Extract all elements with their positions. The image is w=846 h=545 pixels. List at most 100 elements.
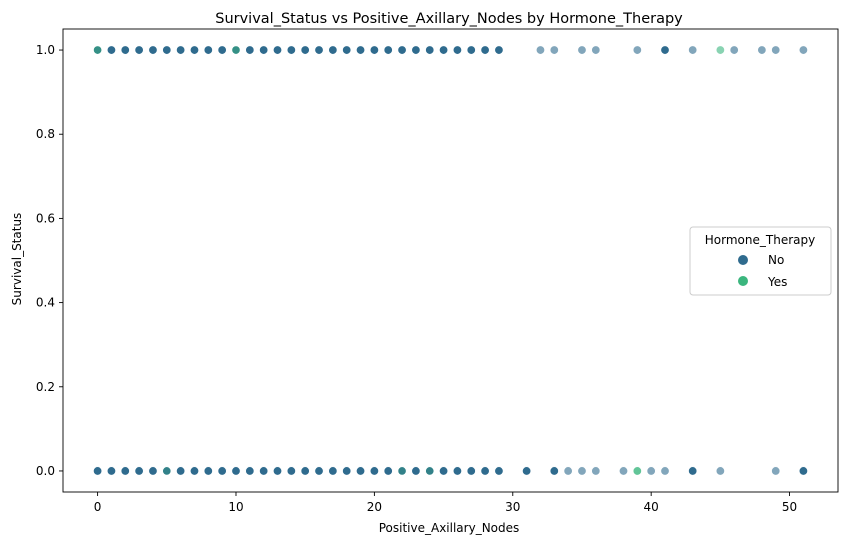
y-tick-label: 0.2 — [36, 380, 55, 394]
data-point-no — [93, 466, 103, 476]
data-point-no — [466, 466, 476, 476]
data-point-no — [106, 45, 116, 55]
data-point-no — [688, 466, 698, 476]
data-point-no — [591, 45, 601, 55]
data-point-no — [314, 466, 324, 476]
data-point-no — [798, 45, 808, 55]
data-point-no — [148, 466, 158, 476]
data-point-no — [189, 466, 199, 476]
data-point-no — [646, 466, 656, 476]
data-point-no — [729, 45, 739, 55]
data-point-no — [757, 45, 767, 55]
y-axis: 0.0 0.2 0.4 0.6 0.8 1.0 — [36, 43, 63, 478]
data-point-no — [383, 45, 393, 55]
data-point-no — [411, 45, 421, 55]
data-point-no — [494, 45, 504, 55]
data-point-no — [273, 466, 283, 476]
data-point-no — [286, 45, 296, 55]
data-point-yes — [162, 466, 172, 476]
x-tick-label: 20 — [367, 500, 382, 514]
data-point-no — [480, 45, 490, 55]
x-tick-label: 30 — [505, 500, 520, 514]
data-point-no — [259, 466, 269, 476]
data-point-no — [591, 466, 601, 476]
legend-title: Hormone_Therapy — [705, 233, 815, 247]
data-point-no — [618, 466, 628, 476]
data-point-no — [286, 466, 296, 476]
legend-marker-yes — [738, 276, 748, 286]
legend-label-yes: Yes — [767, 275, 787, 289]
data-point-no — [328, 45, 338, 55]
data-point-no — [189, 45, 199, 55]
data-point-no — [660, 45, 670, 55]
x-tick-label: 50 — [782, 500, 797, 514]
y-tick-label: 0.4 — [36, 296, 55, 310]
data-point-no — [162, 45, 172, 55]
data-point-no — [176, 466, 186, 476]
data-point-no — [342, 466, 352, 476]
data-point-no — [231, 466, 241, 476]
data-point-no — [134, 45, 144, 55]
data-point-no — [120, 45, 130, 55]
x-tick-label: 40 — [644, 500, 659, 514]
data-point-no — [148, 45, 158, 55]
data-point-no — [411, 466, 421, 476]
legend: Hormone_Therapy No Yes — [689, 226, 832, 296]
data-point-no — [535, 45, 545, 55]
data-point-no — [383, 466, 393, 476]
y-tick-label: 0.6 — [36, 211, 55, 225]
data-point-no — [342, 45, 352, 55]
legend-label-no: No — [768, 253, 784, 267]
data-point-no — [356, 466, 366, 476]
data-point-no — [134, 466, 144, 476]
x-tick-label: 0 — [94, 500, 102, 514]
data-point-no — [439, 45, 449, 55]
data-point-no — [452, 45, 462, 55]
data-point-no — [106, 466, 116, 476]
data-point-no — [120, 466, 130, 476]
data-point-no — [771, 45, 781, 55]
data-point-no — [356, 45, 366, 55]
y-tick-label: 0.8 — [36, 127, 55, 141]
data-point-no — [549, 466, 559, 476]
x-axis: 0 10 20 30 40 50 — [94, 492, 797, 514]
data-point-no — [480, 466, 490, 476]
data-points — [93, 45, 808, 476]
data-point-no — [369, 466, 379, 476]
data-point-no — [217, 466, 227, 476]
data-point-no — [577, 466, 587, 476]
data-point-yes — [425, 466, 435, 476]
data-point-no — [466, 45, 476, 55]
data-point-no — [273, 45, 283, 55]
data-point-no — [563, 466, 573, 476]
data-point-yes — [397, 466, 407, 476]
data-point-no — [217, 45, 227, 55]
data-point-no — [314, 45, 324, 55]
data-point-yes — [231, 45, 241, 55]
data-point-no — [549, 45, 559, 55]
data-point-no — [245, 466, 255, 476]
y-tick-label: 0.0 — [36, 464, 55, 478]
legend-marker-no — [738, 255, 748, 265]
data-point-no — [300, 466, 310, 476]
y-axis-label: Survival_Status — [10, 213, 24, 306]
data-point-no — [715, 466, 725, 476]
y-tick-label: 1.0 — [36, 43, 55, 57]
data-point-no — [245, 45, 255, 55]
data-point-no — [494, 466, 504, 476]
data-point-no — [439, 466, 449, 476]
data-point-no — [397, 45, 407, 55]
data-point-no — [176, 45, 186, 55]
x-tick-label: 10 — [228, 500, 243, 514]
data-point-no — [300, 45, 310, 55]
data-point-no — [369, 45, 379, 55]
data-point-yes — [715, 45, 725, 55]
legend-box — [689, 226, 832, 296]
data-point-no — [203, 466, 213, 476]
data-point-no — [798, 466, 808, 476]
data-point-no — [577, 45, 587, 55]
data-point-no — [425, 45, 435, 55]
x-axis-label: Positive_Axillary_Nodes — [379, 521, 520, 535]
